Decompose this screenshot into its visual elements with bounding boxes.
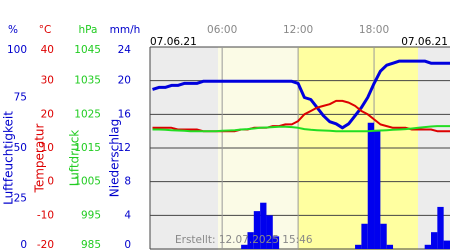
precipitation-bar (374, 131, 381, 249)
y-tick-label: 24 (118, 44, 132, 56)
y-tick-label: 40 (41, 44, 54, 56)
precipitation-bar (380, 223, 387, 249)
axis-title: Luftdruck (68, 130, 82, 187)
y-tick-label: 0 (124, 239, 131, 250)
y-tick-label: 75 (14, 92, 27, 104)
x-tick-label: 06:00 (207, 24, 237, 36)
line-3 (152, 125, 450, 133)
y-tick-label: -20 (37, 239, 54, 250)
start-date: 07.06.21 (150, 36, 197, 48)
line-1 (152, 59, 450, 130)
axis-unit: % (8, 24, 18, 36)
axis-unit: mm/h (110, 24, 141, 36)
y-tick-label: 50 (14, 142, 27, 154)
y-tick-label: 1035 (74, 75, 101, 87)
axis-unit: °C (39, 24, 52, 36)
y-tick-label: 16 (118, 108, 132, 120)
precipitation-bar (361, 223, 368, 249)
precipitation-bar (355, 244, 362, 249)
y-tick-label: 1005 (74, 176, 101, 188)
y-tick-label: 1025 (74, 108, 101, 120)
axis-unit: hPa (79, 24, 98, 36)
y-tick-label: 100 (7, 44, 27, 56)
precipitation-bar (253, 211, 261, 249)
y-tick-label: 1045 (74, 44, 101, 56)
y-tick-label: 985 (81, 239, 101, 250)
precipitation-bar (431, 232, 438, 249)
created-note: Erstellt: 12.07.2025 15:46 (175, 234, 313, 246)
axis-title: Luftfeuchtigkeit (2, 111, 16, 205)
precipitation-bar (260, 202, 267, 249)
axis-title: Temperatur (33, 123, 47, 193)
precipitation-bar (241, 244, 248, 249)
y-tick-label: 0 (20, 239, 27, 250)
end-date: 07.06.21 (401, 36, 448, 48)
y-tick-label: 10 (41, 142, 54, 154)
y-tick-label: 0 (47, 176, 54, 188)
y-tick-label: 4 (124, 209, 131, 221)
y-tick-label: 8 (124, 176, 131, 188)
x-tick-label: 12:00 (283, 24, 313, 36)
y-tick-label: 12 (118, 142, 131, 154)
y-tick-label: 1015 (74, 142, 101, 154)
y-tick-label: -10 (37, 209, 54, 221)
axis-title: Niederschlag (108, 119, 122, 197)
precipitation-bar (272, 236, 280, 249)
y-tick-label: 20 (41, 108, 54, 120)
y-tick-label: 30 (41, 75, 54, 87)
precipitation-bar (247, 232, 254, 249)
x-tick-label: 18:00 (359, 24, 389, 36)
precipitation-bar (443, 240, 450, 249)
y-tick-label: 20 (118, 75, 131, 87)
y-tick-label: 25 (14, 193, 27, 205)
y-tick-label: 995 (81, 209, 101, 221)
precipitation-bar (424, 244, 432, 249)
precipitation-bar (437, 206, 444, 249)
precipitation-bar (386, 244, 394, 249)
precipitation-bar (367, 122, 375, 249)
precipitation-bar (266, 215, 273, 249)
